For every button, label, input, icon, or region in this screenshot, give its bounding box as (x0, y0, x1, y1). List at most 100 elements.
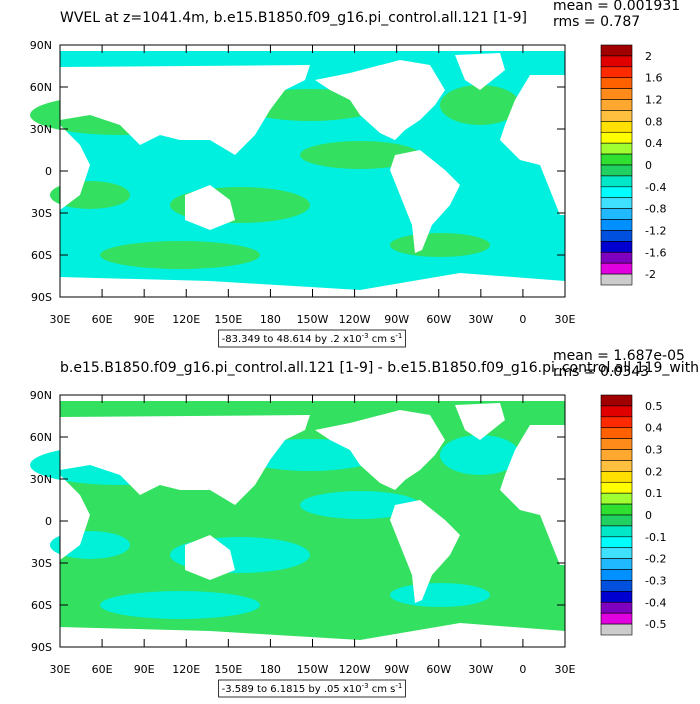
colorbar-box (600, 427, 633, 439)
lat-label: 90N (30, 389, 52, 402)
colorbar-label: -0.1 (645, 531, 666, 544)
lon-label: 180 (260, 313, 281, 326)
lon-label: 150W (297, 663, 329, 676)
colorbar-label: -1.6 (645, 246, 666, 259)
colorbar-box (600, 416, 633, 429)
colorbar-box (600, 175, 633, 188)
lon-label: 90W (384, 313, 409, 326)
ocean-patch (390, 583, 490, 607)
panel: WVEL at z=1041.4m, b.e15.B1850.f09_g16.p… (30, 0, 680, 348)
colorbar-box (600, 514, 633, 527)
lat-label: 60N (30, 81, 52, 94)
colorbar-label: -0.4 (645, 596, 666, 609)
ocean-patch (300, 491, 420, 519)
colorbar-label: -0.8 (645, 203, 666, 216)
colorbar-box (600, 121, 633, 133)
lon-label: 30E (555, 313, 576, 326)
lon-label: 60E (92, 663, 113, 676)
lon-label: 120W (339, 663, 371, 676)
lat-label: 60S (31, 249, 52, 262)
lon-label: 30E (50, 663, 71, 676)
superscript: -1 (395, 332, 402, 340)
colorbar-box (600, 99, 633, 111)
lat-label: 90S (31, 291, 52, 304)
lon-label: 30E (50, 313, 71, 326)
lat-label: 0 (45, 515, 52, 528)
colorbar-box (600, 251, 633, 264)
colorbar-label: -0.2 (645, 553, 666, 566)
colorbar-box (600, 197, 633, 209)
lon-label: 120E (172, 663, 200, 676)
colorbar-box (600, 273, 633, 286)
colorbar-box (600, 142, 633, 155)
lon-label: 90E (134, 663, 155, 676)
lon-label: 120E (172, 313, 200, 326)
colorbar-box (600, 569, 633, 581)
stat: mean = 1.687e-05 (553, 348, 685, 364)
colorbar-box (600, 481, 633, 494)
colorbar-box (600, 262, 633, 275)
colorbar-label: 0.1 (645, 487, 663, 500)
superscript: -3 (362, 332, 369, 340)
colorbar-box (600, 612, 633, 625)
lon-label: 180 (260, 663, 281, 676)
colorbar-box (600, 591, 633, 603)
lat-label: 30S (31, 557, 52, 570)
colorbar-box (600, 503, 633, 516)
lon-label: 120W (339, 313, 371, 326)
panel: b.e15.B1850.f09_g16.pi_control.all.121 [… (30, 348, 700, 698)
colorbar-label: 0 (645, 159, 652, 172)
colorbar-label: -0.3 (645, 574, 666, 587)
colorbar-box (600, 525, 633, 538)
colorbar-box (600, 492, 633, 505)
lat-label: 30N (30, 473, 52, 486)
lon-label: 60E (92, 313, 113, 326)
colorbar-box (600, 153, 633, 166)
colorbar-box (600, 208, 633, 220)
range-label: -3.589 to 6.1815 by .05 x10-3 cm s-1 (222, 682, 403, 695)
lat-label: 60S (31, 599, 52, 612)
stat: mean = 0.001931 (553, 0, 680, 14)
colorbar-box (600, 471, 633, 483)
ocean-patch (440, 435, 520, 475)
colorbar-label: 1.2 (645, 94, 663, 107)
lat-label: 0 (45, 165, 52, 178)
colorbar-label: 0 (645, 509, 652, 522)
colorbar-box (600, 219, 633, 231)
lon-label: 90W (384, 663, 409, 676)
colorbar-box (600, 558, 633, 570)
ocean-patch (390, 233, 490, 257)
lat-label: 90N (30, 39, 52, 52)
colorbar-label: 0.3 (645, 444, 663, 457)
colorbar-box (600, 241, 633, 253)
lat-label: 30S (31, 207, 52, 220)
colorbar-box (600, 164, 633, 177)
colorbar-box (600, 460, 633, 472)
range-part: -83.349 to 48.614 by .2 x10 (222, 334, 362, 345)
range-part: cm s (369, 684, 396, 695)
colorbar-box (600, 44, 633, 57)
colorbar-box (600, 66, 633, 79)
colorbar-box (600, 186, 633, 199)
colorbar-box (600, 547, 633, 559)
lon-label: 150W (297, 313, 329, 326)
ocean-patch (300, 141, 420, 169)
lon-label: 30W (468, 313, 493, 326)
colorbar-box (600, 601, 633, 614)
colorbar-label: 0.5 (645, 400, 663, 413)
lon-label: 60W (426, 313, 451, 326)
range-box (218, 329, 406, 348)
lon-label: 30W (468, 663, 493, 676)
range-label: -83.349 to 48.614 by .2 x10-3 cm s-1 (222, 332, 403, 345)
colorbar-box (600, 438, 633, 450)
title: WVEL at z=1041.4m, b.e15.B1850.f09_g16.p… (60, 10, 527, 26)
lat-label: 60N (30, 431, 52, 444)
colorbar-box (600, 77, 633, 89)
colorbar-box (600, 405, 633, 418)
colorbar-box (600, 580, 633, 592)
stat: rms = 0.787 (553, 14, 640, 30)
lat-label: 30N (30, 123, 52, 136)
colorbar-box (600, 449, 633, 461)
range-box (218, 679, 406, 698)
lon-label: 0 (519, 663, 526, 676)
